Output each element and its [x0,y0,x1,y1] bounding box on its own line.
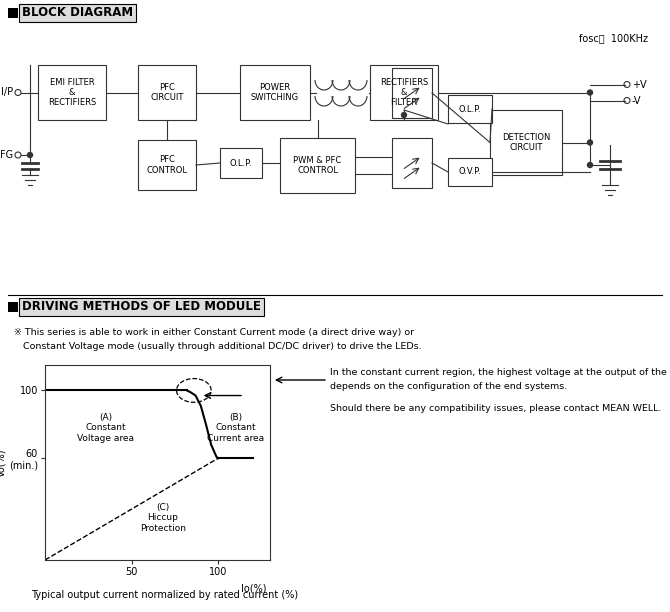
Text: RECTIFIERS
&
FILTER: RECTIFIERS & FILTER [380,78,428,107]
Text: Io(%): Io(%) [241,584,267,594]
Y-axis label: Vo(%): Vo(%) [0,448,6,477]
Circle shape [588,140,592,145]
Text: PFC
CONTROL: PFC CONTROL [147,155,188,174]
Text: fosc：  100KHz: fosc： 100KHz [579,33,648,43]
Bar [8,302,18,312]
Text: Typical output current normalized by rated current (%): Typical output current normalized by rat… [31,590,299,600]
Text: (C)
Hiccup
Protection: (C) Hiccup Protection [139,502,186,532]
Text: O.V.P.: O.V.P. [459,168,481,176]
Text: Should there be any compatibility issues, please contact MEAN WELL.: Should there be any compatibility issues… [330,404,661,413]
Bar [240,65,310,120]
Text: O.L.P.: O.L.P. [230,159,253,168]
Bar [138,65,196,120]
Text: FG: FG [0,150,13,160]
Text: ※ This series is able to work in either Constant Current mode (a direct drive wa: ※ This series is able to work in either … [14,328,414,337]
Text: DETECTION
CIRCUIT: DETECTION CIRCUIT [502,133,550,152]
Text: EMI FILTER
&
RECTIFIERS: EMI FILTER & RECTIFIERS [48,78,96,107]
Text: -V: -V [632,95,641,105]
Text: PWM & PFC
CONTROL: PWM & PFC CONTROL [293,156,342,175]
Circle shape [27,152,33,157]
Bar [38,65,106,120]
Circle shape [588,90,592,95]
Bar [138,140,196,190]
Bar [392,138,432,188]
Text: In the constant current region, the highest voltage at the output of the driver: In the constant current region, the high… [330,368,670,377]
Text: +V: +V [632,80,647,89]
Text: depends on the configuration of the end systems.: depends on the configuration of the end … [330,382,567,391]
Text: Constant Voltage mode (usually through additional DC/DC driver) to drive the LED: Constant Voltage mode (usually through a… [14,342,421,351]
Text: BLOCK DIAGRAM: BLOCK DIAGRAM [22,7,133,20]
Text: PFC
CIRCUIT: PFC CIRCUIT [150,83,184,102]
Bar [448,95,492,123]
Bar [448,158,492,186]
Text: DRIVING METHODS OF LED MODULE: DRIVING METHODS OF LED MODULE [22,300,261,313]
Text: POWER
SWITCHING: POWER SWITCHING [251,83,299,102]
Bar [280,138,355,193]
Text: (B)
Constant
Current area: (B) Constant Current area [207,413,264,442]
Text: (A)
Constant
Voltage area: (A) Constant Voltage area [77,413,134,442]
Text: I/P: I/P [1,88,13,97]
Bar [392,68,432,118]
Circle shape [588,163,592,168]
Circle shape [401,113,407,118]
Bar [490,110,562,175]
Bar [370,65,438,120]
Bar [8,8,18,18]
Bar [220,148,262,178]
Text: O.L.P.: O.L.P. [459,105,481,113]
